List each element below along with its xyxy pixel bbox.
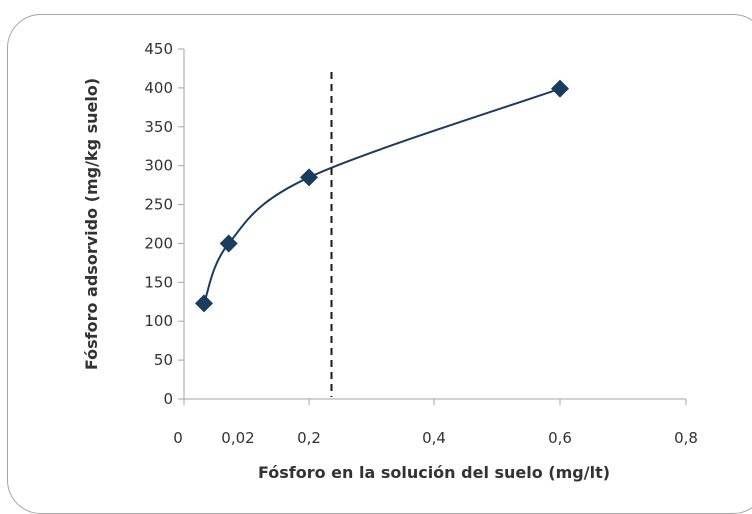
y-axis-ticks: 0 50 100 150 200 250 300 350 400 450 (144, 40, 184, 408)
y-tick-label: 400 (144, 79, 173, 97)
y-tick-label: 0 (163, 390, 173, 408)
y-tick-label: 450 (144, 40, 173, 58)
y-tick-label: 100 (144, 312, 173, 330)
y-tick-label: 350 (144, 118, 173, 136)
data-point-diamond (551, 79, 569, 98)
x-axis-ticks: 0 0,02 0,2 0,4 0,6 0,8 (173, 399, 698, 447)
data-points (195, 79, 569, 313)
x-tick-label: 0,6 (548, 429, 572, 447)
y-tick-label: 250 (144, 196, 173, 214)
x-tick-label: 0,02 (221, 429, 254, 447)
data-point-diamond (300, 168, 318, 187)
y-tick-label: 200 (144, 234, 173, 252)
x-tick-label: 0,8 (674, 429, 698, 447)
x-tick-label: 0,4 (422, 429, 446, 447)
y-tick-label: 300 (144, 157, 173, 175)
y-tick-label: 50 (154, 351, 173, 369)
series-line (203, 87, 561, 304)
x-axis-title: Fósforo en la solución del suelo (mg/lt) (258, 463, 610, 482)
y-axis-title: Fósforo adsorvido (mg/kg suelo) (82, 78, 101, 370)
data-point-diamond (195, 294, 213, 313)
y-tick-label: 150 (144, 273, 173, 291)
x-tick-label: 0,2 (297, 429, 321, 447)
data-point-diamond (219, 234, 238, 253)
x-tick-label: 0 (173, 429, 183, 447)
